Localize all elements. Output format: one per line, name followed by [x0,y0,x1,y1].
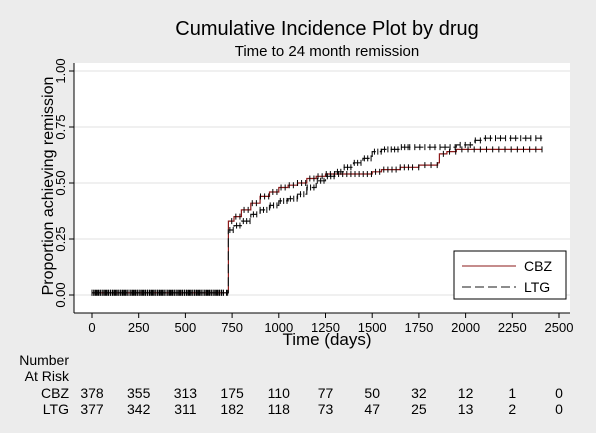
chart-title: Cumulative Incidence Plot by drug [175,18,479,40]
x-axis-title: Time (days) [282,330,371,349]
y-tick-label: 1.00 [53,58,68,83]
x-tick-label: 500 [175,320,197,335]
x-tick-label: 1750 [404,320,433,335]
risk-cell: 311 [174,401,197,417]
risk-cell: 175 [220,385,244,401]
x-tick-label: 1500 [358,320,387,335]
risk-row-label: CBZ [41,385,69,401]
risk-cell: 0 [555,385,563,401]
risk-cell: 73 [318,401,334,417]
risk-cell: 378 [80,385,104,401]
y-tick-label: 0.75 [53,114,68,139]
risk-row-label: LTG [43,401,69,417]
risk-cell: 13 [458,401,474,417]
legend: CBZ LTG [453,250,567,300]
y-tick-label: 0.50 [53,170,68,195]
x-tick-label: 1000 [264,320,293,335]
risk-cell: 118 [268,401,291,417]
risk-cell: 342 [127,401,151,417]
risk-cell: 25 [411,401,427,417]
y-tick-label: 0.00 [53,282,68,307]
x-axis-ticks: 0 250 500 750 1000 1250 1500 1750 2000 2250 2500 [88,313,573,335]
risk-cell: 47 [364,401,380,417]
y-axis-ticks: 0.00 0.25 0.50 0.75 1.00 [53,58,74,308]
y-axis-title: Proportion achieving remission [40,77,57,296]
x-tick-label: 250 [128,320,150,335]
chart-subtitle: Time to 24 month remission [235,43,420,60]
legend-box [453,250,567,300]
legend-label-cbz: CBZ [524,258,552,274]
series-lines [92,137,543,294]
risk-table-header-line2: At Risk [25,368,70,384]
x-tick-label: 750 [221,320,243,335]
series-line-ltg [92,137,543,294]
risk-table: Number At Risk CBZ 378 355 313 175 110 77 50 32 1… [19,352,563,417]
risk-cell: 32 [411,385,427,401]
risk-cell: 2 [508,401,516,417]
risk-cell: 12 [458,385,474,401]
risk-cell: 355 [127,385,151,401]
x-tick-label: 2250 [498,320,527,335]
y-tick-label: 0.25 [53,226,68,251]
risk-table-header-line1: Number [19,352,69,368]
risk-cell: 0 [555,401,563,417]
risk-cell: 77 [318,385,334,401]
censor-marks [91,135,543,296]
risk-cell: 1 [508,385,516,401]
legend-label-ltg: LTG [524,279,550,295]
risk-cell: 50 [364,385,380,401]
risk-cell: 313 [174,385,198,401]
risk-cell: 377 [80,401,104,417]
risk-cell: 110 [268,385,291,401]
risk-table-rows: CBZ 378 355 313 175 110 77 50 32 12 1 0 LTG 377 342 311… [41,385,563,417]
x-tick-label: 2500 [545,320,574,335]
x-tick-label: 2000 [451,320,480,335]
risk-cell: 182 [220,401,244,417]
series-line-cbz [92,148,543,294]
x-tick-label: 1250 [311,320,340,335]
x-tick-label: 0 [88,320,95,335]
